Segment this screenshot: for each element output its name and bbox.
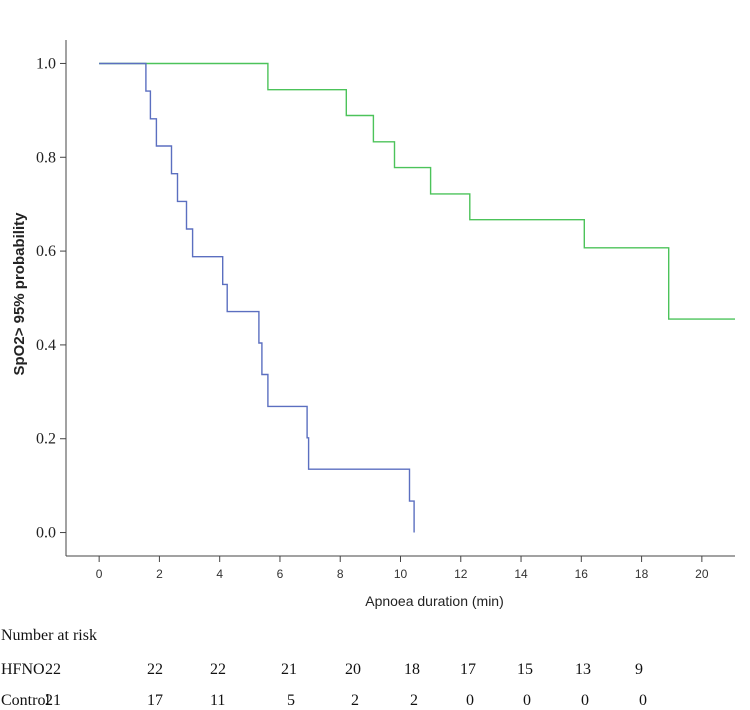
- risk-cell: 0: [581, 692, 589, 709]
- risk-cell: 11: [210, 692, 226, 709]
- risk-cell: 2: [351, 692, 359, 709]
- axis-labels: Apnoea duration (min) SpO2> 95% probabili…: [11, 212, 504, 609]
- x-tick-label: 8: [337, 567, 344, 581]
- risk-cell: 0: [466, 692, 474, 709]
- axes: 0.0 0.2 0.4 0.6 0.8 1.0 0 2 4 6 8 10 12 14 16 18 20: [36, 40, 735, 581]
- risk-row-label: Control: [1, 692, 50, 709]
- x-tick-label: 20: [695, 567, 709, 581]
- x-tick-label: 14: [514, 567, 528, 581]
- y-tick-label: 0.8: [36, 149, 56, 166]
- survival-chart: 0.0 0.2 0.4 0.6 0.8 1.0 0 2 4 6 8 10 12 14 16 18 20 Apno…: [11, 40, 735, 609]
- x-tick-label: 10: [394, 567, 408, 581]
- risk-cell: 22: [45, 661, 61, 678]
- series-line-0: [99, 62, 735, 320]
- risk-cell: 21: [281, 661, 297, 678]
- x-tick-label: 12: [454, 567, 468, 581]
- x-tick-label: 0: [96, 567, 103, 581]
- risk-cell: 9: [635, 661, 643, 678]
- y-tick-label: 0.0: [36, 525, 56, 542]
- risk-cell: 15: [517, 661, 533, 678]
- risk-cell: 13: [575, 661, 591, 678]
- risk-cell: 18: [404, 661, 420, 678]
- risk-cell: 21: [45, 692, 61, 709]
- risk-cell: 17: [460, 661, 476, 678]
- series-layer: [99, 62, 735, 533]
- y-tick-label: 1.0: [36, 55, 56, 72]
- risk-cell: 20: [345, 661, 361, 678]
- y-tick-label: 0.2: [36, 431, 56, 448]
- risk-cell: 0: [523, 692, 531, 709]
- x-tick-label: 6: [277, 567, 284, 581]
- risk-cell: 5: [287, 692, 295, 709]
- series-line-1: [99, 62, 415, 533]
- y-tick-label: 0.4: [36, 337, 56, 354]
- risk-cell: 22: [210, 661, 226, 678]
- x-axis-label: Apnoea duration (min): [365, 593, 504, 609]
- y-axis-label: SpO2> 95% probability: [11, 212, 28, 376]
- risk-cell: 2: [410, 692, 418, 709]
- x-tick-label: 18: [635, 567, 649, 581]
- risk-cell: 0: [639, 692, 647, 709]
- x-tick-label: 4: [216, 567, 223, 581]
- risk-cell: 17: [147, 692, 163, 709]
- risk-table-title: Number at risk: [1, 627, 97, 644]
- risk-row-label: HFNO: [1, 661, 45, 678]
- x-tick-label: 2: [156, 567, 163, 581]
- y-tick-label: 0.6: [36, 243, 56, 260]
- risk-cell: 22: [147, 661, 163, 678]
- x-tick-label: 16: [575, 567, 589, 581]
